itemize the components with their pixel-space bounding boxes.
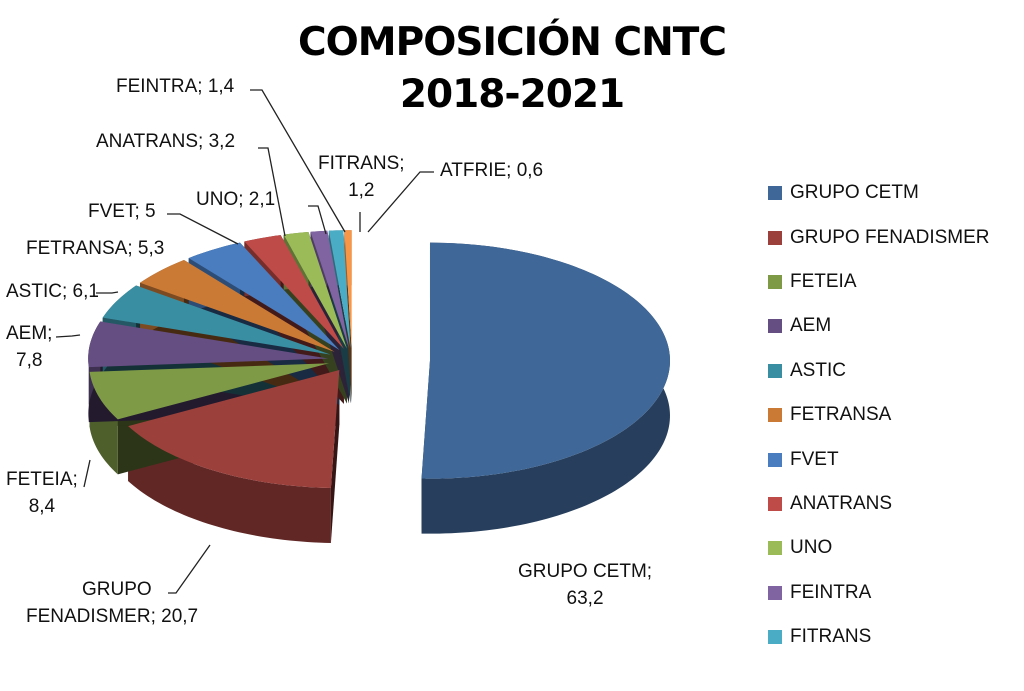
data-label-aem: AEM; 7,8 <box>6 323 53 371</box>
legend-item-uno: UNO <box>768 526 990 570</box>
legend-item-fvet: FVET <box>768 437 990 481</box>
chart-title-line-1: COMPOSICIÓN CNTC <box>298 20 727 65</box>
legend-label: ANATRANS <box>790 492 893 514</box>
leader-line-feintra <box>250 89 346 233</box>
slice-fetransa <box>140 260 335 352</box>
data-label-grupo-cetm: GRUPO CETM; 63,2 <box>518 561 653 609</box>
legend-label: AEM <box>790 315 832 337</box>
legend-swatch <box>768 541 782 556</box>
data-label-feintra: FEINTRA; 1,4 <box>116 76 235 97</box>
data-label-grupo-fenadismer: GRUPO FENADISMER; 20,7 <box>26 579 199 627</box>
chart-title-line-2: 2018-2021 <box>399 72 625 117</box>
slice-fvet <box>188 242 340 350</box>
data-label-feteia: FETEIA; 8,4 <box>6 469 78 517</box>
slice-grupo-cetm <box>421 242 670 479</box>
legend-swatch <box>768 408 782 423</box>
leader-line-fenadismer <box>168 544 211 594</box>
legend-label: FEINTRA <box>790 581 872 603</box>
leader-line-uno <box>308 205 327 235</box>
data-label-anatrans: ANATRANS; 3,2 <box>96 131 236 152</box>
slice-fitrans <box>328 230 351 349</box>
leader-line-aem <box>55 334 81 338</box>
slice-atfrie <box>344 230 352 349</box>
legend-swatch <box>768 319 782 334</box>
legend-swatch <box>768 496 782 511</box>
slice-feteia <box>89 363 329 420</box>
slice-aem <box>88 321 329 368</box>
legend-item-anatrans: ANATRANS <box>768 482 990 526</box>
legend-item-fitrans: FITRANS <box>768 615 990 659</box>
legend-label: FETEIA <box>790 270 857 292</box>
legend-swatch <box>768 230 782 245</box>
data-label-fitrans: FITRANS; 1,2 <box>318 153 405 201</box>
legend-swatch <box>768 186 782 201</box>
data-label-atfrie: ATFRIE; 0,6 <box>440 160 544 181</box>
leader-line-astic <box>96 291 119 294</box>
data-label-astic: ASTIC; 6,1 <box>6 281 99 302</box>
data-label-uno: UNO; 2,1 <box>196 189 276 210</box>
chart-legend: GRUPO CETM GRUPO FENADISMER FETEIA AEM ASTIC… <box>768 171 990 659</box>
legend-item-feteia: FETEIA <box>768 260 990 304</box>
data-label-fvet: FVET; 5 <box>88 201 156 222</box>
legend-swatch <box>768 363 782 378</box>
leader-line-anatrans <box>258 147 286 237</box>
legend-item-astic: ASTIC <box>768 349 990 393</box>
slice-astic <box>102 285 331 355</box>
slice-grupo-fenadismer <box>128 370 340 488</box>
slice-anatrans <box>244 235 344 349</box>
legend-label: FITRANS <box>790 626 872 648</box>
data-label-fetransa: FETRANSA; 5,3 <box>26 238 165 259</box>
slice-feintra <box>310 230 349 349</box>
legend-item-fetransa: FETRANSA <box>768 393 990 437</box>
legend-swatch <box>768 274 782 289</box>
slice-wall-grupo-fenadismer <box>128 426 331 543</box>
legend-swatch <box>768 452 782 467</box>
legend-label: ASTIC <box>790 359 846 381</box>
legend-item-grupo-fenadismer: GRUPO FENADISMER <box>768 215 990 259</box>
leader-line-atfrie <box>367 171 434 233</box>
legend-item-aem: AEM <box>768 304 990 348</box>
legend-label: FVET <box>790 448 839 470</box>
legend-label: GRUPO FENADISMER <box>790 226 990 248</box>
legend-swatch <box>768 630 782 645</box>
legend-label: GRUPO CETM <box>790 182 919 204</box>
legend-label: UNO <box>790 537 833 559</box>
leader-line-feteia <box>83 459 91 488</box>
legend-item-feintra: FEINTRA <box>768 571 990 615</box>
legend-label: FETRANSA <box>790 404 892 426</box>
legend-item-grupo-cetm: GRUPO CETM <box>768 171 990 215</box>
legend-swatch <box>768 585 782 600</box>
slice-uno <box>283 231 347 349</box>
leader-line-fvet <box>167 213 239 245</box>
